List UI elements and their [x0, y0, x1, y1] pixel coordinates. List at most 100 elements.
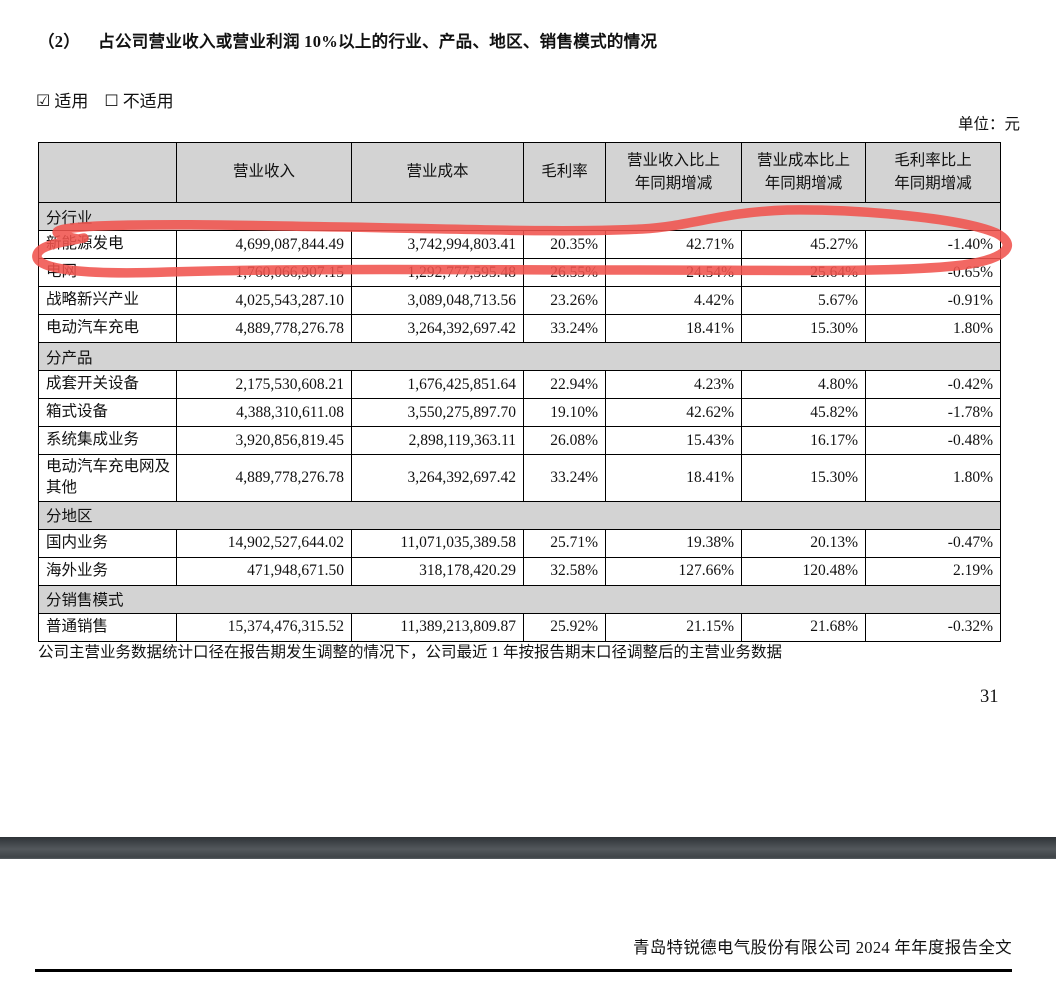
- value-cell: 25.92%: [523, 612, 606, 642]
- value-cell: 14,902,527,644.02: [176, 528, 352, 558]
- header-gross-margin: 毛利率: [523, 142, 606, 203]
- row-label-cell: 电动汽车充电: [38, 314, 177, 343]
- value-cell: 4,388,310,611.08: [176, 398, 352, 427]
- value-cell: 20.13%: [741, 528, 866, 558]
- value-cell: 19.10%: [523, 398, 606, 427]
- value-cell: 42.71%: [605, 230, 742, 259]
- value-cell: 3,742,994,803.41: [351, 230, 524, 259]
- value-cell: 15.30%: [741, 314, 866, 343]
- header-revenue: 营业收入: [176, 142, 352, 203]
- value-cell: 33.24%: [523, 314, 606, 343]
- value-cell: 11,389,213,809.87: [351, 612, 524, 642]
- value-cell: 4,699,087,844.49: [176, 230, 352, 259]
- section-row: 分行业: [38, 202, 1001, 231]
- checked-checkbox-icon: ☑: [36, 90, 51, 110]
- value-cell: -0.48%: [865, 426, 1001, 455]
- value-cell: 1,676,425,851.64: [351, 370, 524, 399]
- value-cell: 1.80%: [865, 314, 1001, 343]
- value-cell: 15.43%: [605, 426, 742, 455]
- document-footer: 青岛特锐德电气股份有限公司 2024 年年度报告全文: [632, 938, 1012, 957]
- value-cell: -1.40%: [865, 230, 1001, 259]
- applicability-row: ☑ 适用 ☐ 不适用: [36, 87, 186, 112]
- table-footnote: 公司主营业务数据统计口径在报告期发生调整的情况下，公司最近 1 年按报告期末口径…: [38, 644, 783, 661]
- row-label-cell: 新能源发电: [38, 230, 177, 259]
- pdf-page-separator-bar: [0, 837, 1056, 859]
- section-row: 分地区: [38, 500, 1001, 530]
- value-cell: 4.80%: [741, 370, 866, 399]
- value-cell: 24.54%: [605, 258, 742, 287]
- value-cell: 11,071,035,389.58: [351, 528, 524, 558]
- value-cell: 21.68%: [741, 612, 866, 642]
- value-cell: -0.32%: [865, 612, 1001, 642]
- value-cell: 5.67%: [741, 286, 866, 315]
- row-label-cell: 战略新兴产业: [38, 286, 177, 315]
- value-cell: 471,948,671.50: [176, 556, 352, 586]
- table-row: 战略新兴产业 4,025,543,287.10 3,089,048,713.56 23…: [38, 286, 1001, 315]
- value-cell: -0.91%: [865, 286, 1001, 315]
- table-row: 成套开关设备 2,175,530,608.21 1,676,425,851.64 22…: [38, 370, 1001, 399]
- table-row: 箱式设备 4,388,310,611.08 3,550,275,897.70 19.1…: [38, 398, 1001, 427]
- row-label-cell: 普通销售: [38, 612, 177, 642]
- value-cell: 3,920,856,819.45: [176, 426, 352, 455]
- value-cell: 21.15%: [605, 612, 742, 642]
- value-cell: 4,889,778,276.78: [176, 314, 352, 343]
- value-cell: 45.82%: [741, 398, 866, 427]
- applicable-label: 适用: [54, 92, 89, 111]
- value-cell: -0.47%: [865, 528, 1001, 558]
- header-empty: [38, 142, 177, 203]
- unit-label: 单位：元: [957, 116, 1020, 133]
- section-label: 分行业: [38, 202, 1001, 231]
- value-cell: 1,292,777,595.48: [351, 258, 524, 287]
- value-cell: 20.35%: [523, 230, 606, 259]
- table-body: 分行业 新能源发电 4,699,087,844.49 3,742,994,803.41…: [38, 202, 1001, 642]
- row-label-cell: 电网: [38, 258, 177, 287]
- section-label: 分产品: [38, 342, 1001, 371]
- segment-data-table: 营业收入 营业成本 毛利率 营业收入比上 年同期增减 营业成本比上 年同期增减 毛利…: [38, 142, 1001, 642]
- header-revenue-yoy: 营业收入比上 年同期增减: [605, 142, 742, 203]
- value-cell: 2.19%: [865, 556, 1001, 586]
- title-number: （2）: [38, 32, 81, 51]
- value-cell: 3,264,392,697.42: [351, 314, 524, 343]
- value-cell: -1.78%: [865, 398, 1001, 427]
- section-label: 分地区: [38, 500, 1001, 530]
- unchecked-checkbox-icon: ☐: [104, 90, 119, 110]
- value-cell: 4.42%: [605, 286, 742, 315]
- value-cell: 1.80%: [865, 454, 1001, 502]
- value-cell: 23.26%: [523, 286, 606, 315]
- table-row: 海外业务 471,948,671.50 318,178,420.29 32.58% 12…: [38, 556, 1001, 586]
- value-cell: 1,760,066,907.15: [176, 258, 352, 287]
- value-cell: 3,550,275,897.70: [351, 398, 524, 427]
- row-label-cell: 海外业务: [38, 556, 177, 586]
- value-cell: 16.17%: [741, 426, 866, 455]
- value-cell: 4.23%: [605, 370, 742, 399]
- value-cell: 33.24%: [523, 454, 606, 502]
- value-cell: 18.41%: [605, 314, 742, 343]
- value-cell: -0.42%: [865, 370, 1001, 399]
- value-cell: 3,264,392,697.42: [351, 454, 524, 502]
- value-cell: 4,889,778,276.78: [176, 454, 352, 502]
- table-row: 电网 1,760,066,907.15 1,292,777,595.48 26.55%…: [38, 258, 1001, 287]
- value-cell: 32.58%: [523, 556, 606, 586]
- section-row: 分产品: [38, 342, 1001, 371]
- value-cell: 25.64%: [741, 258, 866, 287]
- value-cell: 2,898,119,363.11: [351, 426, 524, 455]
- row-label-cell: 国内业务: [38, 528, 177, 558]
- footer-rule: [35, 969, 1012, 972]
- value-cell: 26.55%: [523, 258, 606, 287]
- value-cell: 318,178,420.29: [351, 556, 524, 586]
- page-number: 31: [980, 687, 999, 707]
- title-text: 占公司营业收入或营业利润 10%以上的行业、产品、地区、销售模式的情况: [98, 32, 658, 51]
- page-title: （2） 占公司营业收入或营业利润 10%以上的行业、产品、地区、销售模式的情况: [38, 28, 657, 52]
- value-cell: 2,175,530,608.21: [176, 370, 352, 399]
- value-cell: -0.65%: [865, 258, 1001, 287]
- table-row: 新能源发电 4,699,087,844.49 3,742,994,803.41 20.…: [38, 230, 1001, 259]
- value-cell: 25.71%: [523, 528, 606, 558]
- section-label: 分销售模式: [38, 584, 1001, 614]
- value-cell: 22.94%: [523, 370, 606, 399]
- header-cost-yoy: 营业成本比上 年同期增减: [741, 142, 866, 203]
- row-label-cell: 系统集成业务: [38, 426, 177, 455]
- row-label-cell: 箱式设备: [38, 398, 177, 427]
- header-margin-yoy: 毛利率比上 年同期增减: [865, 142, 1001, 203]
- table-row: 国内业务 14,902,527,644.02 11,071,035,389.58 25…: [38, 528, 1001, 558]
